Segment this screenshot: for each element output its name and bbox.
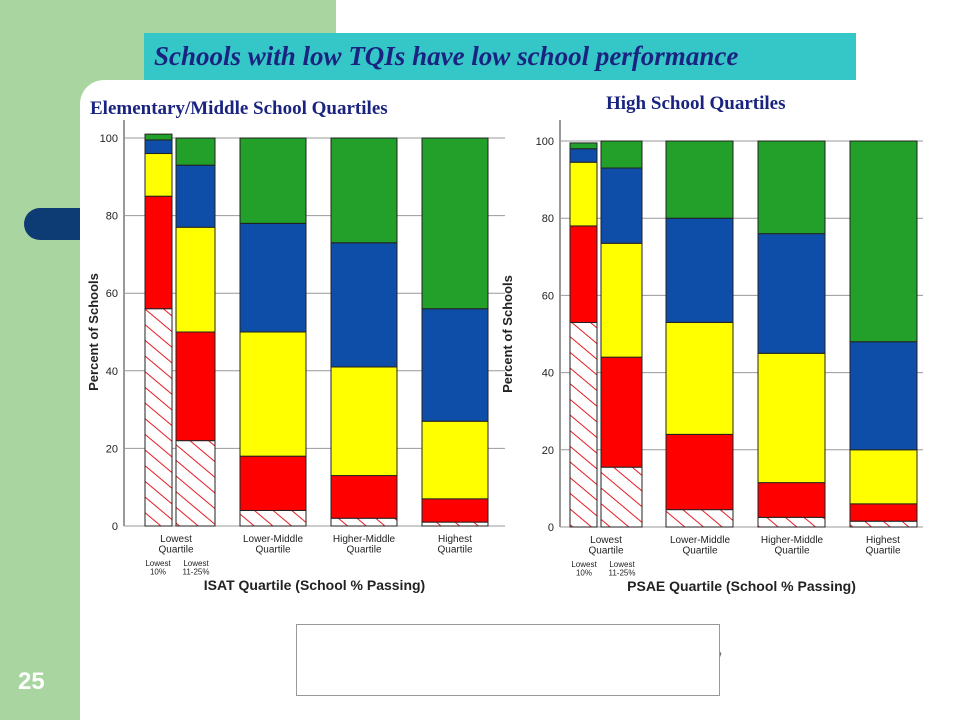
legend-box <box>296 624 720 696</box>
bar-segment <box>239 509 307 527</box>
x-category-label: Highest Quartile <box>865 535 900 557</box>
bar-segment <box>330 242 398 368</box>
x-axis-title: PSAE Quartile (School % Passing) <box>627 578 856 594</box>
bar-segment <box>569 148 598 163</box>
bar-segment <box>569 142 598 150</box>
y-tick-label: 80 <box>542 213 554 225</box>
bar-segment <box>421 498 489 523</box>
bar-segment <box>665 433 734 511</box>
title-box: Schools with low TQIs have low school pe… <box>144 33 856 80</box>
bar-segment <box>665 217 734 323</box>
y-axis-title: Percent of Schools <box>86 273 101 391</box>
bar-segment <box>330 475 398 519</box>
chart-high-school: 0 20 40 60 80 100 Lowest Quartile Lowest 10% Lowes… <box>500 120 923 594</box>
bar-segment <box>175 331 216 442</box>
y-tick-label: 40 <box>542 368 554 380</box>
bar-segment <box>757 233 826 354</box>
bar-segment <box>665 509 734 528</box>
bar-segment <box>600 356 643 468</box>
bar-segment <box>757 516 826 528</box>
x-subcategory-label: Lowest 10% <box>145 559 171 576</box>
bar-segment <box>600 466 643 528</box>
bar-segment <box>239 222 307 333</box>
left-sidebar-band <box>0 0 80 720</box>
nav-tab-shape <box>24 208 80 240</box>
bar-segment <box>569 225 598 323</box>
bar-segment <box>569 321 598 528</box>
x-category-label: Lowest Quartile <box>158 534 193 556</box>
y-tick-label: 20 <box>542 445 554 457</box>
x-axis-title: ISAT Quartile (School % Passing) <box>204 577 425 593</box>
bar-segment <box>330 517 398 527</box>
bar-segment <box>849 449 918 505</box>
bar-segment <box>849 503 918 522</box>
bar-segment <box>330 366 398 477</box>
y-tick-label: 100 <box>536 136 554 148</box>
chart-elementary: 0 20 40 60 80 100 Lowest Quartile Lowest 10% Lowes… <box>86 120 505 593</box>
x-category-label: Higher-Middle Quartile <box>333 534 396 556</box>
bar-segment <box>175 440 216 527</box>
x-category-label: Lower-Middle Quartile <box>670 535 730 557</box>
bar-segment <box>849 341 918 451</box>
slide-title: Schools with low TQIs have low school pe… <box>154 41 739 71</box>
x-subcategory-label: Lowest 10% <box>571 560 597 577</box>
chart-2-title: High School Quartiles <box>606 93 786 114</box>
bar-segment <box>665 321 734 435</box>
bar-segment <box>421 521 489 527</box>
bar-segment <box>421 137 489 310</box>
bar-segment <box>239 455 307 511</box>
y-tick-label: 0 <box>112 521 118 533</box>
bar-segment <box>239 331 307 457</box>
bar-segment <box>175 226 216 333</box>
x-subcategory-label: Lowest 11-25% <box>609 560 636 577</box>
bar-segment <box>144 308 173 527</box>
bar-segment <box>757 140 826 235</box>
y-axis-title: Percent of Schools <box>500 275 515 393</box>
bar-segment <box>421 308 489 422</box>
bar-segment <box>144 133 173 141</box>
chart-1-title: Elementary/Middle School Quartiles <box>90 98 388 119</box>
bar-segment <box>330 137 398 244</box>
bar-segment <box>849 520 918 528</box>
y-tick-label: 60 <box>106 288 118 300</box>
bar-segment <box>144 195 173 310</box>
bar-segment <box>175 137 216 166</box>
bar-segment <box>757 352 826 484</box>
bar-segment <box>600 140 643 169</box>
x-category-label: Higher-Middle Quartile <box>761 535 824 557</box>
page-number: 25 <box>18 668 45 695</box>
x-category-label: Lower-Middle Quartile <box>243 534 303 556</box>
bar-segment <box>600 242 643 358</box>
y-tick-label: 80 <box>106 211 118 223</box>
bar-segment <box>421 420 489 500</box>
x-category-label: Lowest Quartile <box>588 535 623 557</box>
bar-segment <box>665 140 734 219</box>
y-tick-label: 60 <box>542 290 554 302</box>
bar-segment <box>569 161 598 227</box>
y-tick-label: 40 <box>106 366 118 378</box>
y-tick-label: 20 <box>106 443 118 455</box>
bar-segment <box>175 164 216 228</box>
bar-segment <box>849 140 918 343</box>
bar-segment <box>144 139 173 155</box>
bar-segment <box>757 482 826 518</box>
bar-segment <box>239 137 307 224</box>
x-category-label: Highest Quartile <box>437 534 472 556</box>
y-tick-label: 0 <box>548 522 554 534</box>
bar-segment <box>600 167 643 244</box>
x-subcategory-label: Lowest 11-25% <box>183 559 210 576</box>
bar-segment <box>144 153 173 197</box>
corner-curve <box>80 80 128 128</box>
y-tick-label: 100 <box>100 133 118 145</box>
